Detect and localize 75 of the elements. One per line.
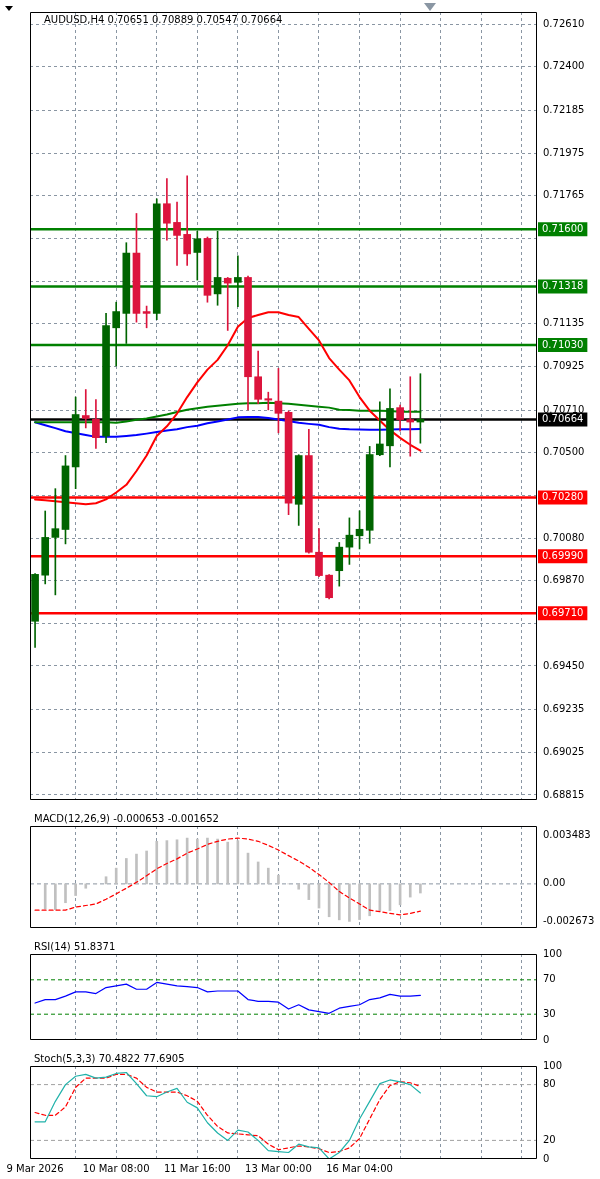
y-tick-label: 80 — [543, 1078, 556, 1090]
bar — [185, 837, 189, 885]
y-tick-label: 30 — [543, 1007, 556, 1019]
bar — [43, 883, 47, 910]
y-tick-label: 0.69025 — [543, 745, 585, 757]
chart-title: Stoch(5,3,3) 70.4822 77.6905 — [34, 1052, 185, 1064]
ref-line-label: 0.70664 — [542, 413, 584, 424]
bar — [206, 837, 209, 885]
y-tick-label: 0.72400 — [543, 60, 585, 72]
y-tick-label: 0.69870 — [543, 574, 585, 586]
y-tick-label: 0.70710 — [543, 403, 585, 415]
bar — [155, 840, 159, 885]
ref-line-label: 0.71600 — [542, 222, 584, 234]
bar — [195, 838, 199, 885]
chart-title: RSI(14) 51.8371 — [34, 940, 116, 952]
bar — [297, 883, 301, 890]
candlestick — [376, 401, 384, 457]
x-tick-label: 16 Mar 04:00 — [326, 1162, 393, 1174]
line-series — [34, 837, 421, 916]
y-tick-label: 0.71975 — [543, 146, 585, 158]
x-tick-label: 11 Mar 16:00 — [163, 1162, 231, 1174]
x-tick-label: 13 Mar 00:00 — [245, 1162, 312, 1174]
candlestick — [406, 376, 415, 457]
y-tick-label: 0.70925 — [543, 359, 585, 371]
bar — [358, 883, 361, 920]
y-tick-label: 100 — [543, 1059, 563, 1071]
y-tick-label: 100 — [543, 947, 563, 959]
ref-line-label: 0.69990 — [542, 549, 584, 561]
x-tick-label: 10 Mar 08:00 — [82, 1162, 150, 1174]
y-tick-label: 0.70080 — [543, 531, 585, 543]
candlestick — [173, 201, 181, 266]
ref-line-label: 0.70280 — [542, 490, 584, 502]
candlestick — [223, 277, 232, 331]
bar — [216, 838, 219, 885]
bar — [84, 883, 88, 889]
candlestick — [264, 391, 273, 411]
bar — [226, 841, 230, 885]
bar — [348, 883, 351, 922]
bar — [64, 883, 67, 904]
y-tick-label: 0.68815 — [543, 788, 585, 800]
candlestick — [81, 389, 90, 429]
candlestick — [234, 255, 242, 308]
y-tick-label: 20 — [543, 1133, 556, 1145]
bar — [135, 853, 138, 885]
y-tick-label: 0.72185 — [543, 104, 585, 116]
bar — [408, 883, 412, 898]
y-tick-label: 0.71135 — [543, 317, 585, 329]
bar — [337, 883, 341, 921]
bar — [368, 883, 372, 917]
candlestick — [183, 175, 191, 266]
y-tick-label: 0 — [543, 1033, 550, 1045]
x-tick-label: 9 Mar 2026 — [6, 1162, 64, 1174]
y-tick-label: 0.00 — [543, 877, 566, 889]
bar — [266, 867, 270, 885]
y-tick-label: 0.70500 — [543, 446, 585, 458]
ref-line-label: 0.71030 — [542, 338, 584, 350]
y-tick-label: 0.71765 — [543, 189, 585, 201]
chart-title: AUDUSD,H4 0.70651 0.70889 0.70547 0.70664 — [44, 13, 283, 25]
bar — [125, 858, 128, 885]
y-tick-label: 70 — [543, 973, 556, 985]
chart-title: MACD(12,26,9) -0.000653 -0.001652 — [34, 812, 219, 824]
bar — [277, 874, 280, 885]
bar — [54, 883, 57, 910]
ref-line-label: 0.71318 — [542, 280, 584, 292]
y-tick-label: 0.003483 — [543, 828, 591, 840]
bar — [145, 850, 148, 885]
bar — [74, 883, 77, 896]
y-tick-label: -0.002673 — [543, 915, 595, 927]
y-tick-label: 0.72610 — [543, 17, 585, 29]
ref-line-label: 0.69710 — [542, 606, 584, 618]
bar — [114, 867, 118, 885]
bar — [419, 883, 422, 894]
y-tick-label: 0.69450 — [543, 659, 585, 671]
y-tick-label: 0 — [543, 1152, 550, 1164]
y-tick-label: 0.69235 — [543, 703, 585, 715]
